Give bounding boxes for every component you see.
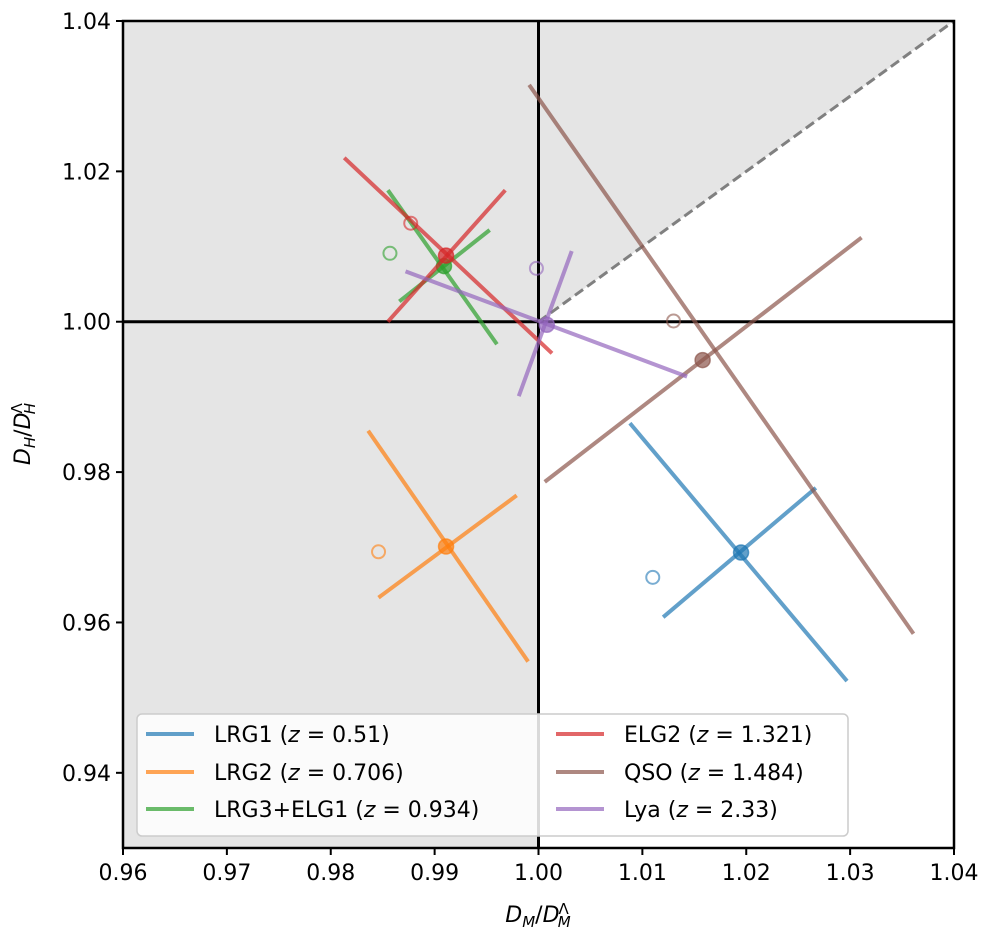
error-axis-line — [527, 83, 916, 635]
best-fit-point — [694, 351, 711, 369]
svg-text:DH/DΛH: DH/DΛH — [8, 402, 39, 465]
legend: LRG1 (z = 0.51) LRG2 (z = 0.706) LRG3+ELG1… — [136, 713, 849, 837]
best-fit-point — [538, 316, 556, 333]
y-tick-label: 1.02 — [62, 160, 111, 185]
x-axis: 0.96 0.97 0.98 0.99 1.00 1.01 1.02 1.03 1.04 — [99, 848, 979, 886]
legend-item: QSO (z = 1.484) — [556, 761, 804, 786]
open-point — [666, 313, 682, 329]
best-fit-point — [437, 247, 455, 264]
x-tick-label: 0.97 — [202, 861, 251, 886]
y-axis-label: DH/DΛH — [8, 402, 39, 465]
diagonal-line — [537, 19, 955, 323]
data-marks — [342, 83, 916, 683]
open-point — [403, 215, 419, 231]
open-point — [645, 569, 661, 585]
x-tick-label: 0.98 — [306, 861, 355, 886]
best-fit-point — [732, 544, 750, 561]
legend-label: QSO (z = 1.484) — [624, 761, 804, 786]
legend-item: LRG3+ELG1 (z = 0.934) — [146, 798, 479, 823]
legend-item: Lya (z = 2.33) — [556, 798, 778, 823]
x-tick-label: 0.99 — [410, 861, 459, 886]
plot-background — [123, 19, 955, 848]
x-tick-label: 1.03 — [826, 861, 875, 886]
legend-label: LRG1 (z = 0.51) — [214, 723, 390, 748]
series-6 — [404, 250, 688, 397]
legend-label: LRG3+ELG1 (z = 0.934) — [214, 798, 479, 823]
x-tick-label: 1.01 — [618, 861, 667, 886]
series-1 — [628, 421, 849, 683]
legend-label: LRG2 (z = 0.706) — [214, 761, 404, 786]
x-tick-label: 1.02 — [722, 861, 771, 886]
legend-label: ELG2 (z = 1.321) — [624, 723, 812, 748]
x-tick-label: 1.04 — [930, 861, 979, 886]
y-tick-label: 0.96 — [62, 611, 111, 636]
legend-item: LRG2 (z = 0.706) — [146, 761, 404, 786]
series-4 — [342, 156, 554, 355]
legend-item: ELG2 (z = 1.321) — [556, 723, 812, 748]
legend-item: LRG1 (z = 0.51) — [146, 723, 390, 748]
legend-box — [136, 713, 849, 837]
y-tick-label: 1.00 — [62, 311, 111, 336]
open-point — [528, 260, 544, 276]
x-tick-label: 0.96 — [99, 861, 148, 886]
open-point — [382, 245, 398, 261]
x-tick-label: 1.00 — [514, 861, 563, 886]
legend-label: Lya (z = 2.33) — [624, 798, 778, 823]
best-fit-point — [437, 538, 455, 555]
open-point — [371, 544, 387, 560]
series-5 — [527, 83, 916, 635]
y-tick-label: 1.04 — [62, 10, 111, 35]
unshaded-region — [538, 21, 954, 848]
series-2 — [366, 429, 530, 663]
y-axis: 0.94 0.96 0.98 1.00 1.02 1.04 — [62, 10, 123, 787]
y-tick-label: 0.94 — [62, 762, 111, 787]
y-tick-label: 0.98 — [62, 461, 111, 486]
x-axis-label: DM/DΛ M — [505, 900, 571, 931]
